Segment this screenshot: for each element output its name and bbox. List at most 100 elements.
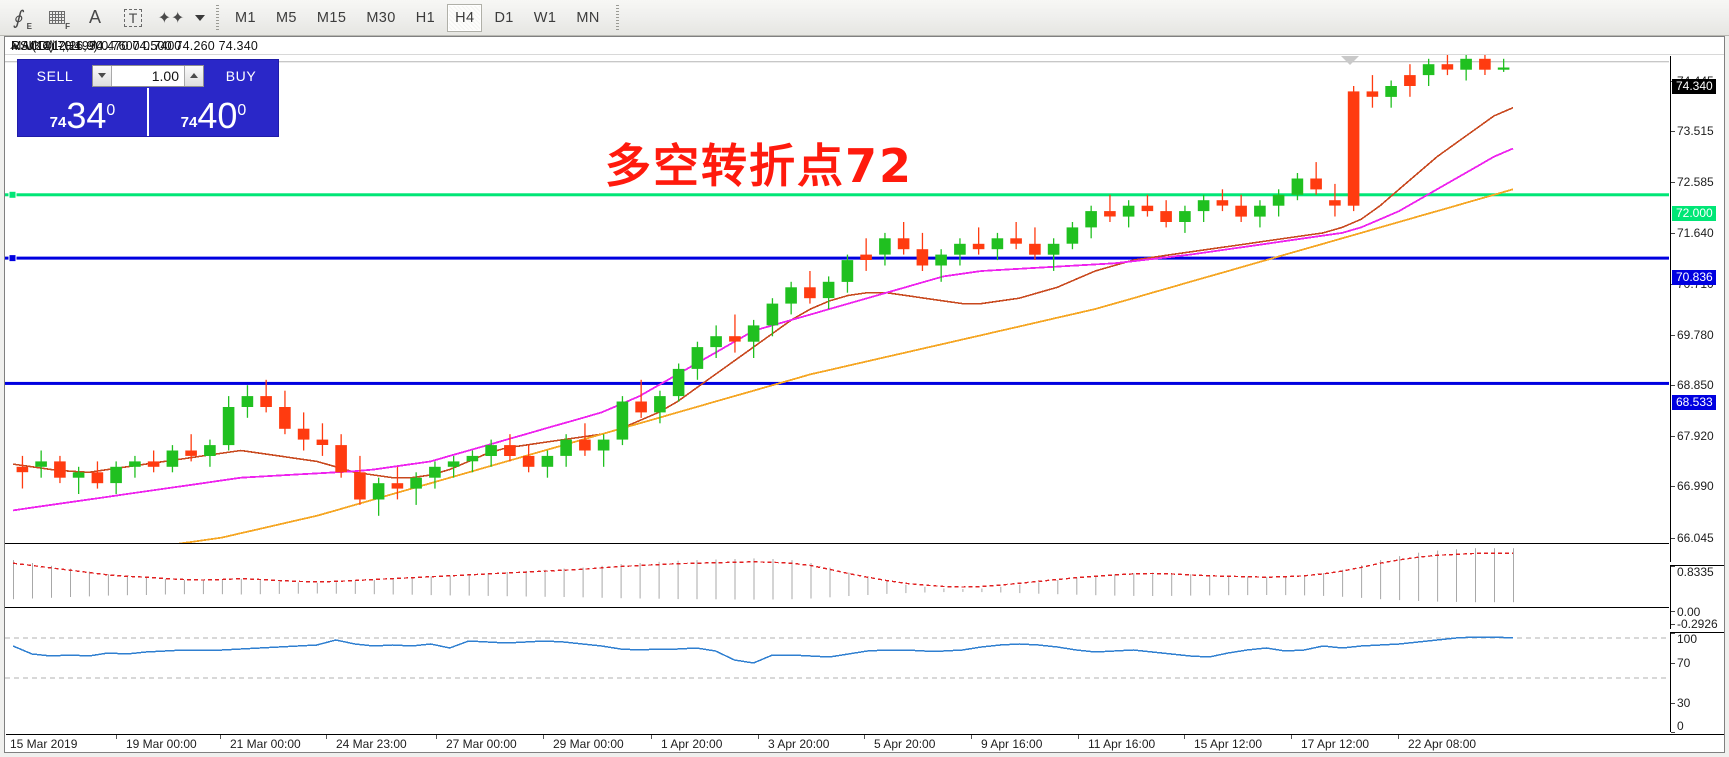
macd-histogram-bar (525, 570, 527, 597)
macd-histogram-bar (506, 572, 508, 597)
time-axis-label: 19 Mar 00:00 (126, 737, 197, 751)
price-tick (1671, 435, 1675, 437)
candle-wick (734, 314, 736, 353)
candle-body (354, 472, 366, 500)
macd-histogram-bar (1456, 549, 1457, 602)
candle-body (410, 477, 422, 489)
macd-histogram-bar (1076, 577, 1078, 595)
price-tick (1671, 181, 1675, 183)
timeframe-w1[interactable]: W1 (533, 9, 557, 26)
macd-histogram-bar (107, 574, 109, 596)
macd-histogram-bar (962, 589, 964, 592)
candle-wick (978, 227, 980, 255)
candle-body (16, 466, 29, 473)
candle-body (897, 238, 910, 250)
time-axis[interactable]: 15 Mar 2019 19 Mar 00:00 21 Mar 00:00 24 Ma… (6, 734, 1724, 752)
macd-histogram-bar (1114, 574, 1116, 596)
chart-shift-marker[interactable] (1341, 56, 1359, 65)
volume-stepper[interactable]: 1.00 (92, 64, 204, 87)
price-candlestick-chart (5, 42, 1669, 543)
candle-body (785, 287, 797, 304)
rsi-caption: RSI(14) 70.1990 (11, 39, 103, 53)
grid-icon[interactable]: F (38, 2, 76, 34)
one-click-trading-panel[interactable]: SELL 1.00 BUY 74 34 0 74 40 0 (17, 59, 279, 137)
macd-histogram-bar (70, 568, 71, 597)
macd-histogram-bar (1361, 565, 1363, 598)
macd-plot-area[interactable]: MACD(12,26,9) 0.7600 0.7400 (5, 39, 1669, 607)
price-axis[interactable]: 74.44573.51572.58571.64070.71069.78068.8… (1670, 56, 1724, 562)
timeframe-mn[interactable]: MN (576, 9, 600, 26)
price-tick-label: 73.515 (1677, 124, 1714, 139)
macd-histogram-bar (848, 572, 850, 596)
candle-wick (1484, 42, 1486, 75)
candle-body (1329, 200, 1341, 206)
level-tag-68533: 68.533 (1672, 394, 1716, 410)
candle-body (260, 396, 272, 407)
time-axis-tick (1184, 735, 1185, 739)
macd-histogram-bar (696, 560, 698, 600)
sell-button[interactable]: 74 34 0 (18, 88, 147, 136)
text-label-icon[interactable]: T (114, 2, 152, 34)
price-tick (1671, 233, 1675, 235)
timeframe-m15[interactable]: M15 (316, 9, 347, 26)
candle-wick (1109, 194, 1111, 222)
level-handle-70.836[interactable] (8, 254, 17, 263)
candle-body (447, 461, 460, 467)
buy-label: BUY (225, 67, 257, 84)
text-icon[interactable]: A (88, 7, 101, 27)
time-axis-tick (971, 735, 972, 739)
candle-body (1122, 205, 1135, 217)
level-tag-70836: 70.836 (1672, 269, 1716, 285)
macd-histogram-bar (354, 581, 356, 594)
price-plot-area[interactable]: 多空转折点72 (5, 37, 1669, 543)
candle-body (991, 238, 1004, 250)
macd-histogram-bar (1095, 576, 1097, 596)
time-axis-label: 1 Apr 20:00 (661, 737, 723, 751)
timeframe-m1[interactable]: M1 (235, 9, 256, 26)
candle-body (691, 347, 704, 369)
price-tick-label: 71.640 (1677, 226, 1714, 241)
volume-input[interactable]: 1.00 (112, 65, 184, 86)
objects-icon[interactable]: ✦✦ (157, 9, 185, 27)
macd-histogram-bar (753, 558, 755, 600)
timeframe-m30[interactable]: M30 (366, 9, 396, 26)
candle-body (204, 445, 216, 456)
time-axis-label: 24 Mar 23:00 (336, 737, 407, 751)
buy-price-big: 40 (197, 95, 238, 136)
candle-body (1366, 91, 1379, 97)
candle-body (316, 439, 329, 445)
candle-body (860, 254, 872, 260)
timeframe-h1[interactable]: H1 (415, 9, 436, 26)
macd-axis-tick (1671, 624, 1675, 625)
sell-label: SELL (36, 67, 74, 84)
candle-body (672, 368, 685, 397)
candle-body (972, 243, 985, 250)
macd-histogram-bar (1399, 556, 1401, 601)
timeframe-d1[interactable]: D1 (494, 9, 514, 26)
level-handle-72[interactable] (8, 190, 17, 199)
macd-histogram-bar (1228, 576, 1230, 596)
macd-histogram-bar (943, 588, 945, 593)
price-tick (1671, 486, 1675, 488)
price-tick (1671, 537, 1675, 539)
macd-histogram-bar (677, 560, 679, 600)
candle-wick (396, 466, 399, 500)
objects-dropdown-icon[interactable] (190, 2, 210, 34)
volume-increase-button[interactable] (184, 65, 203, 86)
level-line-68.533 (5, 381, 1669, 385)
macd-histogram-bar (1000, 586, 1002, 593)
macd-histogram-bar (1437, 550, 1439, 602)
rsi-axis-label: 0 (1677, 719, 1684, 733)
volume-decrease-button[interactable] (93, 65, 112, 86)
collapse-icon[interactable] (10, 42, 20, 49)
time-axis-label: 29 Mar 00:00 (553, 737, 624, 751)
macd-histogram-bar (449, 575, 451, 596)
timeframe-m5[interactable]: M5 (275, 9, 297, 26)
buy-button[interactable]: 74 40 0 (147, 88, 278, 136)
macd-histogram-bar (335, 582, 337, 594)
level-line-74.445 (5, 61, 1669, 63)
timeframe-h4[interactable]: H4 (447, 3, 483, 32)
time-axis-tick (220, 735, 221, 739)
indicators-icon[interactable]: ∮ E (11, 6, 32, 31)
rsi-plot-area[interactable]: RSI(14) 70.1990 (5, 39, 1669, 707)
